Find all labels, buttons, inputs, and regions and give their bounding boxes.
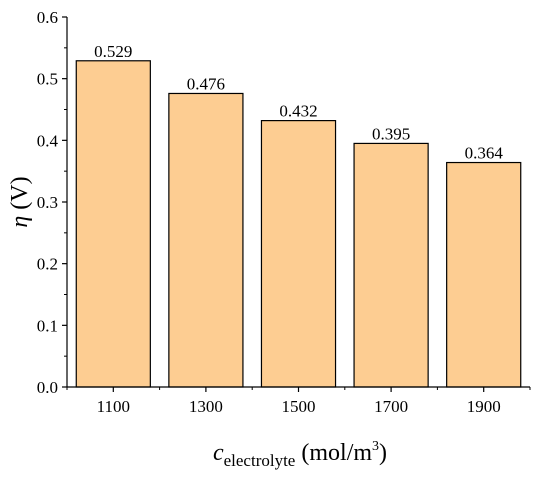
y-tick-label-0.5: 0.5: [37, 70, 58, 89]
bar-value-labels: 0.529 0.476 0.432 0.395 0.364: [94, 42, 503, 163]
x-ticks: 1100 1300 1500 1700 1900: [66, 387, 531, 416]
bar-value-label-1100: 0.529: [94, 42, 132, 61]
bar-1900: [446, 161, 522, 388]
bar-value-label-1300: 0.476: [187, 74, 225, 93]
y-tick-label-0.0: 0.0: [37, 378, 58, 397]
x-axis-superscript: 3: [372, 439, 379, 454]
bar-value-label-1500: 0.432: [279, 102, 317, 121]
x-tick-label-1500: 1500: [282, 397, 316, 416]
x-axis-subscript: electrolyte: [224, 451, 296, 470]
x-axis-close: ): [379, 440, 387, 466]
x-axis-unit: (mol/m: [295, 440, 372, 466]
bar-1500: [260, 119, 337, 388]
x-axis-symbol: c: [213, 440, 224, 466]
y-tick-label-0.6: 0.6: [37, 8, 58, 27]
x-axis-title: celectrolyte (mol/m3): [213, 439, 387, 470]
y-tick-label-0.4: 0.4: [37, 131, 59, 150]
y-ticks: 0.0 0.1 0.2 0.3 0.4 0.5 0.6: [37, 8, 67, 397]
x-tick-label-1300: 1300: [189, 397, 223, 416]
x-tick-label-1700: 1700: [374, 397, 408, 416]
y-tick-label-0.2: 0.2: [37, 255, 58, 274]
bar-1700: [353, 142, 429, 388]
y-axis-unit: (V): [7, 176, 33, 215]
bar-value-label-1700: 0.395: [372, 124, 410, 143]
y-tick-label-0.3: 0.3: [37, 193, 58, 212]
y-tick-label-0.1: 0.1: [37, 316, 58, 335]
bar-1300: [168, 92, 244, 388]
bars: [75, 60, 522, 388]
y-axis-symbol: η: [7, 216, 33, 228]
bar-1100: [75, 60, 151, 388]
x-tick-label-1900: 1900: [467, 397, 501, 416]
bar-value-label-1900: 0.364: [465, 144, 504, 163]
y-axis-title: η (V): [7, 176, 33, 227]
x-tick-label-1100: 1100: [97, 397, 130, 416]
